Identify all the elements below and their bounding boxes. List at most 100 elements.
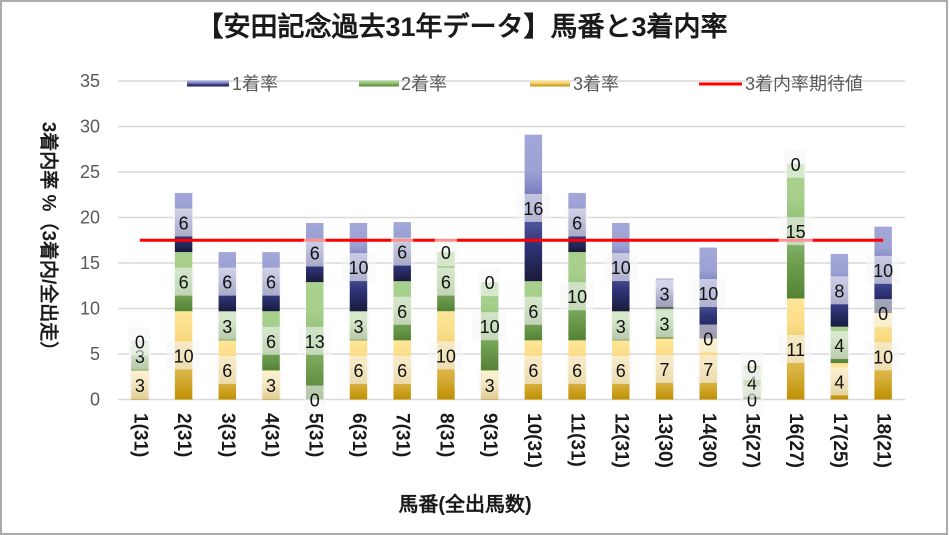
data-label-text: 0 — [747, 357, 757, 377]
data-label-box — [740, 351, 763, 380]
data-label-box — [341, 253, 376, 282]
x-tick-label: 14(30) — [698, 413, 719, 468]
data-label-text: 6 — [222, 273, 232, 293]
y-tick-label: 0 — [90, 390, 100, 410]
data-label-1st-rate: 0 — [740, 351, 763, 380]
data-label-text: 4 — [834, 336, 844, 356]
data-label-3rd-rate: 10 — [166, 341, 201, 370]
legend-label-2nd-rate: 2着率 — [401, 74, 447, 94]
data-label-box — [522, 355, 545, 384]
data-label-text: 6 — [528, 302, 538, 322]
data-label-text: 3 — [616, 317, 626, 337]
legend-label-expected-rate: 3着内率期待値 — [745, 74, 863, 94]
data-label-box — [697, 324, 720, 353]
data-label-text: 10 — [698, 284, 718, 304]
data-label-2nd-rate: 3 — [609, 311, 632, 340]
y-tick-label: 30 — [80, 117, 100, 137]
data-label-box — [434, 267, 457, 296]
data-label-1st-rate: 6 — [303, 238, 326, 267]
data-label-box — [566, 208, 589, 237]
data-label-3rd-rate: 3 — [128, 370, 151, 399]
x-axis-title: 馬番(全出馬数) — [398, 492, 531, 516]
legend-item-1st-rate: 1着率 — [187, 74, 278, 94]
data-label-1st-rate: 0 — [128, 327, 151, 356]
data-label-text: 15 — [786, 222, 806, 242]
data-label-box — [516, 193, 551, 222]
data-label-box — [778, 217, 813, 246]
data-label-box — [216, 267, 239, 296]
data-label-text: 0 — [747, 391, 757, 411]
data-label-text: 6 — [222, 361, 232, 381]
legend-label-3rd-rate: 3着率 — [573, 74, 619, 94]
data-label-text: 0 — [485, 273, 495, 293]
data-label-text: 10 — [611, 258, 631, 278]
data-label-text: 7 — [660, 360, 670, 380]
legend-label-1st-rate: 1着率 — [232, 74, 278, 94]
data-label-text: 6 — [179, 214, 189, 234]
data-label-box — [347, 355, 370, 384]
data-label-2nd-rate: 0 — [697, 324, 720, 353]
data-label-text: 10 — [436, 346, 456, 366]
data-label-3rd-rate: 0 — [303, 385, 326, 414]
data-labels: 3301066636366013663106661060310066166106… — [128, 149, 901, 414]
data-label-text: 10 — [873, 261, 893, 281]
data-label-3rd-rate: 3 — [478, 370, 501, 399]
data-label-3rd-rate: 11 — [778, 334, 813, 363]
data-label-box — [653, 355, 676, 384]
data-label-box — [609, 355, 632, 384]
x-tick-label: 4(31) — [261, 413, 282, 457]
gridlines — [118, 80, 905, 401]
data-label-1st-rate: 16 — [516, 193, 551, 222]
data-label-text: 3 — [485, 376, 495, 396]
data-label-1st-rate: 3 — [653, 279, 676, 308]
x-tick-label: 9(31) — [479, 413, 500, 457]
data-label-text: 10 — [348, 258, 368, 278]
data-label-box — [478, 268, 501, 297]
data-label-box — [778, 334, 813, 363]
data-label-3rd-rate: 6 — [347, 355, 370, 384]
chart-title: 【安田記念過去31年データ】馬番と3着内率 — [196, 11, 727, 42]
data-label-text: 0 — [878, 304, 888, 324]
data-label-3rd-rate: 10 — [866, 342, 901, 371]
data-label-1st-rate: 0 — [478, 268, 501, 297]
data-label-box — [478, 370, 501, 399]
data-label-box — [216, 355, 239, 384]
data-label-box — [828, 276, 851, 305]
data-label-box — [566, 355, 589, 384]
data-label-text: 0 — [703, 330, 713, 350]
x-tick-label: 18(21) — [873, 413, 894, 468]
x-tick-label: 17(25) — [829, 413, 850, 468]
y-tick-label: 20 — [80, 208, 100, 228]
data-label-text: 4 — [834, 372, 844, 392]
x-tick-label: 6(31) — [348, 413, 369, 457]
data-label-text: 3 — [660, 315, 670, 335]
data-label-box — [697, 355, 720, 384]
data-label-1st-rate: 0 — [784, 149, 807, 178]
data-label-text: 6 — [266, 332, 276, 352]
data-label-text: 3 — [266, 376, 276, 396]
data-label-text: 0 — [791, 155, 801, 175]
x-axis-tick-labels: 1(31) 2(31) 3(31) 4(31) 5(31) 6(31) 7(31) 8(31)… — [129, 413, 893, 468]
data-label-box — [260, 370, 283, 399]
data-label-2nd-rate: 10 — [560, 282, 595, 311]
x-tick-label: 15(27) — [741, 413, 762, 468]
data-label-3rd-rate: 4 — [828, 367, 851, 396]
data-label-box — [603, 253, 638, 282]
data-label-1st-rate: 6 — [260, 267, 283, 296]
y-tick-label: 35 — [80, 71, 100, 91]
data-label-box — [128, 327, 151, 356]
data-label-box — [784, 149, 807, 178]
data-label-text: 3 — [353, 317, 363, 337]
data-label-box — [691, 279, 726, 308]
data-label-2nd-rate: 13 — [297, 326, 332, 355]
data-label-1st-rate: 8 — [828, 276, 851, 305]
data-label-text: 6 — [353, 361, 363, 381]
y-tick-label: 10 — [80, 299, 100, 319]
data-label-text: 0 — [135, 332, 145, 352]
x-tick-label: 5(31) — [304, 413, 325, 457]
data-label-text: 10 — [873, 347, 893, 367]
data-label-2nd-rate: 3 — [347, 311, 370, 340]
data-label-3rd-rate: 7 — [653, 355, 676, 384]
y-tick-label: 15 — [80, 253, 100, 273]
data-label-box — [303, 385, 326, 414]
